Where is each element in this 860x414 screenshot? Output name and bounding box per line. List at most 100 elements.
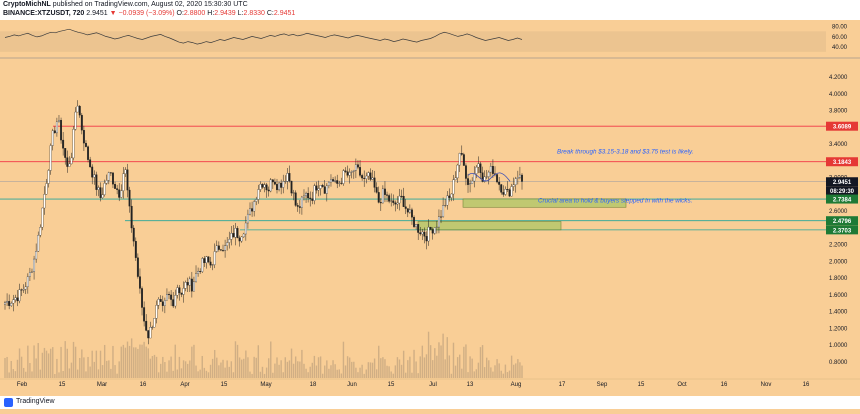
candle-body <box>4 302 6 305</box>
candle-body <box>89 159 92 168</box>
candle-body <box>37 235 40 252</box>
candle-body <box>330 179 332 183</box>
price-tags: 3.6089 3.1843 2.9451 08:29:30 2.7384 2.4796 2.… <box>826 121 858 235</box>
volume-bar <box>398 359 401 378</box>
volume-bar <box>99 350 102 378</box>
candle-body <box>365 175 368 179</box>
candle-body <box>70 157 73 165</box>
volume-bar <box>249 371 251 378</box>
candle-body <box>431 229 434 234</box>
footer-bar: TradingView <box>0 396 860 409</box>
volume-bar <box>20 356 23 378</box>
x-tick-label: 15 <box>59 382 66 388</box>
volume-bar <box>83 357 85 378</box>
candle-body <box>97 187 100 190</box>
candle-body <box>454 177 457 180</box>
candle-body <box>49 145 52 171</box>
low-label: L: <box>237 10 244 17</box>
volume-bar <box>317 357 320 378</box>
volume-bar <box>263 373 266 378</box>
volume-bar <box>224 367 226 378</box>
volume-bar <box>427 331 430 378</box>
volume-bar <box>517 359 519 378</box>
symbol-title[interactable]: BINANCE:XTZUSDT, 720 <box>3 10 85 17</box>
volume-bar <box>16 359 19 378</box>
price-tag-box <box>826 225 858 235</box>
candle-body <box>348 172 351 176</box>
volume-bar <box>10 360 12 378</box>
volume-bar <box>137 348 139 378</box>
volume-bars <box>4 331 523 378</box>
candle-body <box>518 174 521 178</box>
candle-body <box>120 190 123 198</box>
candle-body <box>14 297 17 300</box>
candle-body <box>201 258 204 272</box>
candle-body <box>477 163 480 168</box>
volume-bar <box>85 371 87 378</box>
volume-bar <box>128 345 131 378</box>
volume-bar <box>70 362 73 378</box>
volume-bar <box>328 368 330 378</box>
tradingview-logo-icon[interactable] <box>4 398 13 407</box>
candle-body <box>26 276 29 287</box>
volume-bar <box>182 360 185 378</box>
candle-body <box>6 301 9 303</box>
candle-body <box>149 327 152 339</box>
candle-body <box>286 173 289 182</box>
candle-body <box>240 236 243 242</box>
candle-body <box>273 181 276 185</box>
candle-body <box>55 121 58 134</box>
candle-body <box>253 201 256 212</box>
volume-bar <box>110 368 112 378</box>
candle-body <box>471 180 474 184</box>
candle-body <box>296 205 299 207</box>
volume-bar <box>326 360 328 378</box>
candle-body <box>485 176 488 178</box>
candle-body <box>516 177 519 179</box>
candle-body <box>255 199 258 202</box>
candle-body <box>182 288 185 295</box>
volume-bar <box>454 365 457 378</box>
volume-bar <box>400 364 403 378</box>
candle-body <box>298 206 301 208</box>
x-tick-label: 16 <box>803 382 810 388</box>
candle-body <box>217 245 220 250</box>
author-name[interactable]: CryptoMichNL <box>3 1 51 8</box>
candle-body <box>251 208 254 212</box>
candle-body <box>31 271 33 273</box>
volume-bar <box>417 373 419 378</box>
candle-body <box>386 194 388 196</box>
volume-bar <box>197 371 199 378</box>
volume-bar <box>502 373 505 378</box>
oscillator-line <box>4 28 523 45</box>
candle-body <box>500 184 503 193</box>
candle-body <box>68 163 71 167</box>
candle-body <box>236 228 239 239</box>
candle-body <box>406 208 409 213</box>
volume-bar <box>93 361 95 378</box>
candle-body <box>153 318 156 328</box>
volume-bar <box>79 357 81 378</box>
price-tag-label: 2.4796 <box>833 219 852 225</box>
x-tick-label: Nov <box>761 382 772 388</box>
candle-body <box>16 297 19 302</box>
volume-bar <box>43 347 46 378</box>
y-tick-label: 1.0000 <box>829 343 848 349</box>
volume-bar <box>411 372 413 378</box>
brand-label[interactable]: TradingView <box>16 398 55 405</box>
volume-bar <box>222 359 224 378</box>
x-tick-label: 15 <box>638 382 645 388</box>
candle-body <box>224 245 227 251</box>
candle-body <box>321 185 324 187</box>
y-tick-label: 0.8000 <box>829 360 848 366</box>
candle-body <box>53 130 56 134</box>
volume-bar <box>446 337 448 378</box>
volume-bar <box>180 368 183 378</box>
price-tag-label: 2.9451 <box>833 180 852 186</box>
volume-bar <box>178 356 181 378</box>
volume-bar <box>386 365 388 378</box>
candle-body <box>114 184 116 189</box>
volume-bar <box>402 350 405 378</box>
